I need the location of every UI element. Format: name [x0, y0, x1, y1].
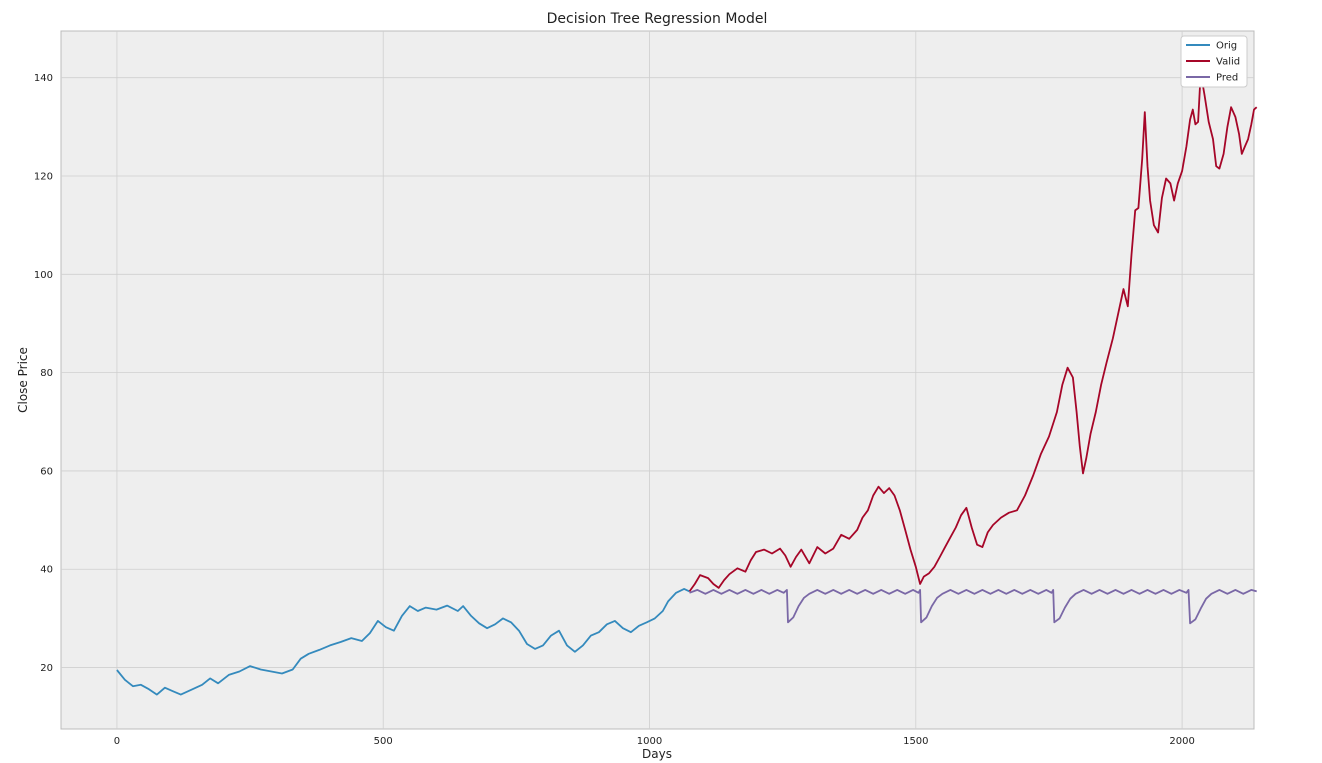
legend-label-valid: Valid	[1216, 57, 1240, 68]
y-axis-label: Close Price	[16, 347, 30, 413]
x-tick-label: 2000	[1169, 736, 1194, 747]
series-line-valid	[688, 71, 1258, 592]
x-axis-label: Days	[642, 747, 672, 761]
legend-box	[1180, 35, 1248, 88]
grid-lines	[61, 31, 1254, 729]
x-tick-label: 1500	[903, 736, 928, 747]
y-tick-labels: 20 40 60 80 100 120 140	[34, 73, 53, 674]
x-tick-label: 500	[374, 736, 393, 747]
series-group	[116, 71, 1258, 696]
y-tick-label: 20	[40, 663, 53, 674]
plot-area	[60, 30, 1255, 730]
y-tick-label: 40	[40, 565, 53, 576]
chart-title: Decision Tree Regression Model	[547, 11, 768, 27]
legend-label-pred: Pred	[1216, 73, 1238, 84]
series-line-pred	[689, 589, 1257, 625]
legend: Orig Valid Pred	[1180, 35, 1248, 88]
x-tick-label: 1000	[637, 736, 662, 747]
series-line-orig	[116, 588, 690, 696]
y-tick-label: 120	[34, 172, 53, 183]
y-tick-label: 140	[34, 73, 53, 84]
x-tick-label: 0	[114, 736, 120, 747]
x-tick-labels: 0 500 1000 1500 2000	[114, 736, 1195, 747]
y-tick-label: 100	[34, 270, 53, 281]
y-tick-label: 80	[40, 368, 53, 379]
y-tick-label: 60	[40, 466, 53, 477]
legend-label-orig: Orig	[1216, 41, 1237, 52]
